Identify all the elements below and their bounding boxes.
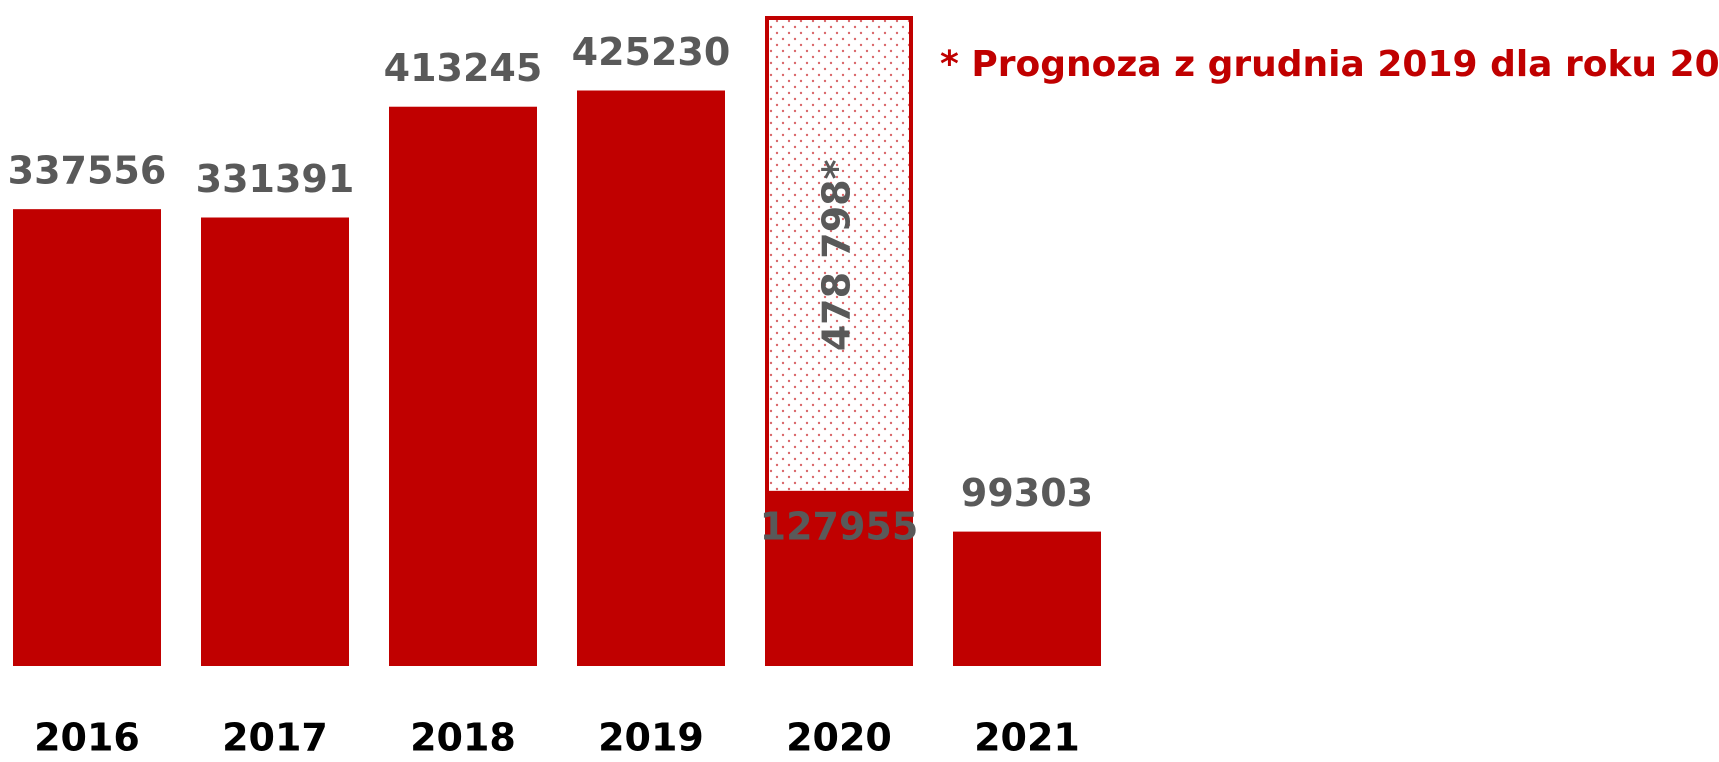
bar — [389, 106, 537, 666]
value-label: 127955 — [760, 504, 919, 548]
value-label: 331391 — [196, 157, 355, 201]
x-tick-label: 2019 — [598, 716, 704, 760]
bar — [953, 531, 1101, 666]
bar — [201, 217, 349, 666]
value-label: 425230 — [572, 30, 731, 74]
x-tick-label: 2021 — [974, 716, 1080, 760]
bar — [765, 492, 913, 666]
x-tick-label: 2016 — [34, 716, 140, 760]
value-label: 413245 — [384, 46, 543, 90]
x-tick-label: 2018 — [410, 716, 516, 760]
value-label: 99303 — [961, 471, 1093, 515]
forecast-label: 478 798* — [815, 159, 859, 351]
bar — [577, 90, 725, 666]
x-tick-label: 2017 — [222, 716, 328, 760]
x-tick-label: 2020 — [786, 716, 892, 760]
annotation: * Prognoza z grudnia 2019 dla roku 2020 — [940, 44, 1719, 85]
value-label: 337556 — [8, 149, 167, 193]
forecast-bar — [765, 16, 913, 495]
bar — [13, 209, 161, 666]
